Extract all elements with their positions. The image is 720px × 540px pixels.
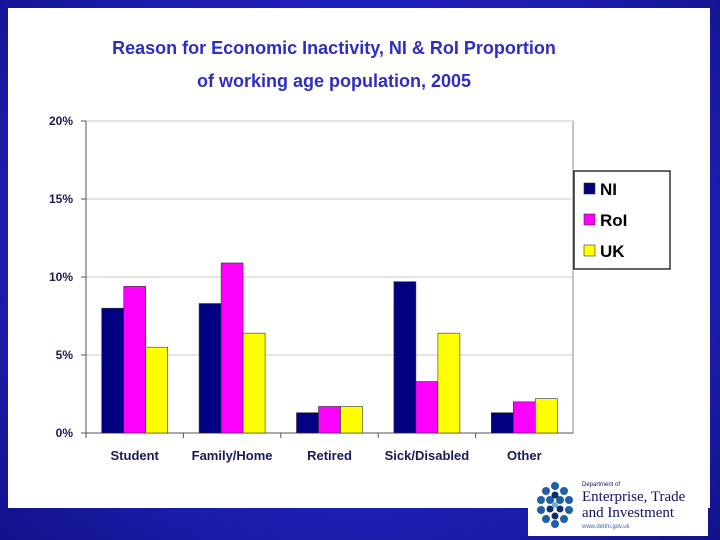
x-category-label: Sick/Disabled (385, 448, 470, 463)
y-tick-label: 15% (49, 192, 73, 206)
detini-logo: Department of Enterprise, Trade and Inve… (528, 478, 708, 536)
y-tick-label: 5% (56, 348, 74, 362)
y-tick-label: 0% (56, 426, 74, 440)
bar-roi (512, 401, 536, 434)
chart-title-line: of working age population, 2005 (197, 71, 471, 91)
bar-uk (242, 332, 266, 434)
bar-ni (296, 412, 319, 434)
bar-uk (437, 332, 461, 434)
y-tick-label: 20% (49, 114, 73, 128)
bar-uk (534, 398, 558, 434)
legend-swatch-ni (583, 182, 596, 195)
chart-title-line: Reason for Economic Inactivity, NI & RoI… (112, 38, 556, 58)
bar-ni (393, 281, 417, 434)
y-tick-label: 10% (49, 270, 73, 284)
x-category-label: Family/Home (192, 448, 273, 463)
chart-panel: Reason for Economic Inactivity, NI & RoI… (8, 8, 710, 508)
bar-ni (198, 303, 222, 434)
bar-ni (101, 307, 124, 434)
bar-ni (490, 412, 514, 434)
legend-label-uk: UK (600, 242, 625, 261)
legend-swatch-roi (583, 213, 596, 226)
logo-line2: and Investment (582, 505, 675, 521)
bar-uk (145, 346, 168, 434)
bar-roi (220, 262, 244, 434)
legend-label-ni: NI (600, 180, 617, 199)
logo-url: www.detini.gov.uk (582, 524, 630, 530)
bar-roi (318, 406, 341, 434)
logo-emblem-icon (537, 482, 573, 528)
logo-line1: Enterprise, Trade (582, 489, 686, 505)
bar-roi (415, 381, 439, 434)
legend-swatch-uk (583, 244, 596, 257)
bar-roi (123, 286, 146, 434)
bar-uk (340, 406, 363, 434)
x-category-label: Retired (307, 448, 352, 463)
chart: Reason for Economic Inactivity, NI & RoI… (49, 38, 671, 463)
logo-dept-text: Department of (582, 482, 621, 488)
x-category-label: Other (507, 448, 542, 463)
x-category-label: Student (111, 448, 160, 463)
legend-label-roi: RoI (600, 211, 627, 230)
